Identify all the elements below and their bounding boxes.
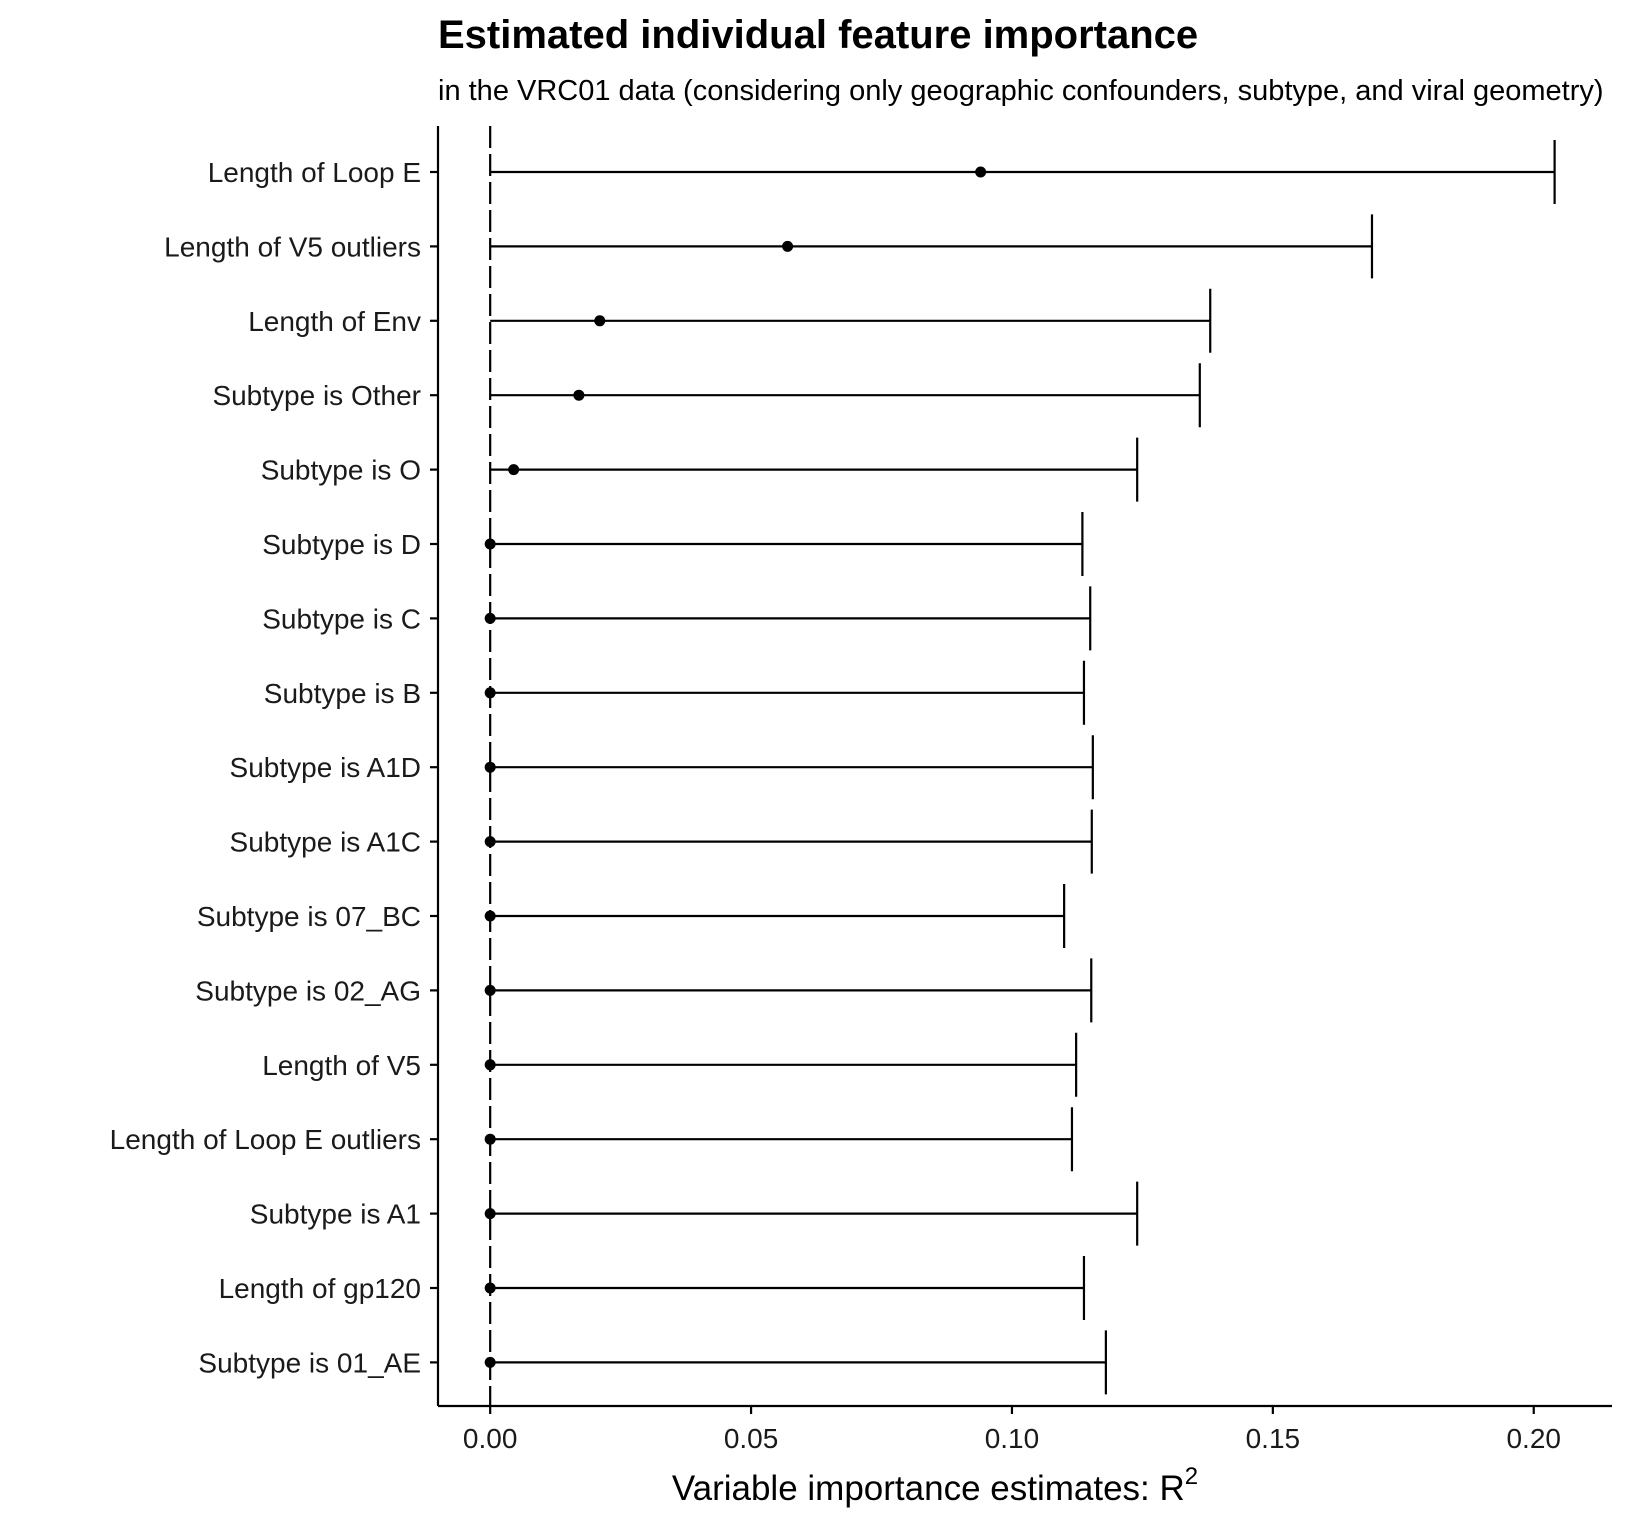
estimate-point [484,836,496,848]
y-tick-label: Subtype is D [262,529,421,560]
chart-title: Estimated individual feature importance [438,13,1198,57]
estimate-point [484,1059,496,1071]
y-tick-label: Subtype is A1 [250,1199,421,1230]
y-tick-label: Subtype is A1D [230,752,421,783]
chart-subtitle: in the VRC01 data (considering only geog… [438,75,1604,107]
x-tick-label: 0.20 [1506,1423,1561,1454]
estimate-point [573,389,585,401]
estimate-point [508,464,520,476]
x-tick-label: 0.00 [463,1423,518,1454]
y-tick-label: Length of V5 [262,1050,421,1081]
estimate-point [484,538,496,550]
y-tick-label: Subtype is 02_AG [195,975,421,1006]
estimate-point [975,166,987,178]
estimate-point [484,984,496,996]
y-tick-label: Subtype is 07_BC [197,901,421,932]
x-tick-label: 0.15 [1246,1423,1301,1454]
x-axis-label-text: Variable importance estimates: R [672,1469,1185,1508]
estimate-point [484,1133,496,1145]
y-tick-label: Length of Env [248,306,421,337]
x-axis-label: Variable importance estimates: R2 [672,1463,1198,1508]
y-tick-label: Subtype is C [262,603,421,634]
estimate-point [594,315,606,327]
y-tick-label: Length of gp120 [219,1273,421,1304]
estimate-point [484,612,496,624]
plot-area: Length of Loop E Length of V5 outliers Len… [110,126,1612,1454]
estimate-point [484,1356,496,1368]
x-axis-label-superscript: 2 [1185,1463,1198,1490]
x-tick-label: 0.10 [985,1423,1040,1454]
y-tick-label: Subtype is Other [212,380,421,411]
y-tick-label: Length of Loop E outliers [110,1124,421,1155]
estimate-point [484,1208,496,1220]
y-tick-label: Subtype is 01_AE [198,1347,421,1378]
y-tick-label: Subtype is O [261,455,421,486]
y-tick-label: Length of V5 outliers [164,231,421,262]
y-tick-label: Subtype is B [264,678,421,709]
estimate-point [484,1282,496,1294]
x-tick-label: 0.05 [724,1423,779,1454]
estimate-point [484,910,496,922]
estimate-point [484,761,496,773]
y-tick-label: Subtype is A1C [230,827,421,858]
estimate-point [782,240,794,252]
y-tick-label: Length of Loop E [208,157,421,188]
estimate-point [484,687,496,699]
